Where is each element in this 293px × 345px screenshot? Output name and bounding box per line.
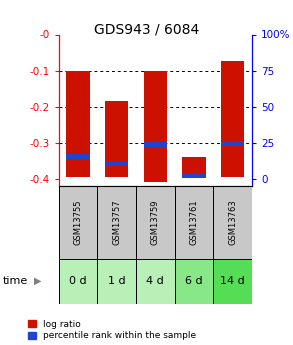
Text: GDS943 / 6084: GDS943 / 6084 [94,22,199,37]
Text: 6 d: 6 d [185,276,203,286]
Bar [59,259,97,304]
Text: 4 d: 4 d [146,276,164,286]
Bar [213,186,252,259]
Bar [182,173,206,178]
Legend: log ratio, percentile rank within the sample: log ratio, percentile rank within the sa… [28,320,196,341]
Text: 14 d: 14 d [220,276,245,286]
Bar [105,161,128,166]
Bar [97,186,136,259]
Text: GSM13757: GSM13757 [112,200,121,245]
Bar [97,259,136,304]
Text: GSM13755: GSM13755 [74,200,82,245]
Text: time: time [3,276,28,286]
Bar [175,259,213,304]
Text: 1 d: 1 d [108,276,125,286]
Bar [144,71,167,182]
Bar [59,186,97,259]
Bar [66,154,90,159]
Text: GSM13761: GSM13761 [190,200,198,245]
Text: ▶: ▶ [34,276,42,286]
Bar [136,186,175,259]
Bar [221,61,244,177]
Bar [144,142,167,147]
Bar [182,157,206,177]
Text: 0 d: 0 d [69,276,87,286]
Bar [221,141,244,146]
Text: GSM13759: GSM13759 [151,200,160,245]
Bar [105,101,128,177]
Bar [213,259,252,304]
Bar [66,71,90,177]
Bar [136,259,175,304]
Text: GSM13763: GSM13763 [228,200,237,245]
Bar [175,186,213,259]
